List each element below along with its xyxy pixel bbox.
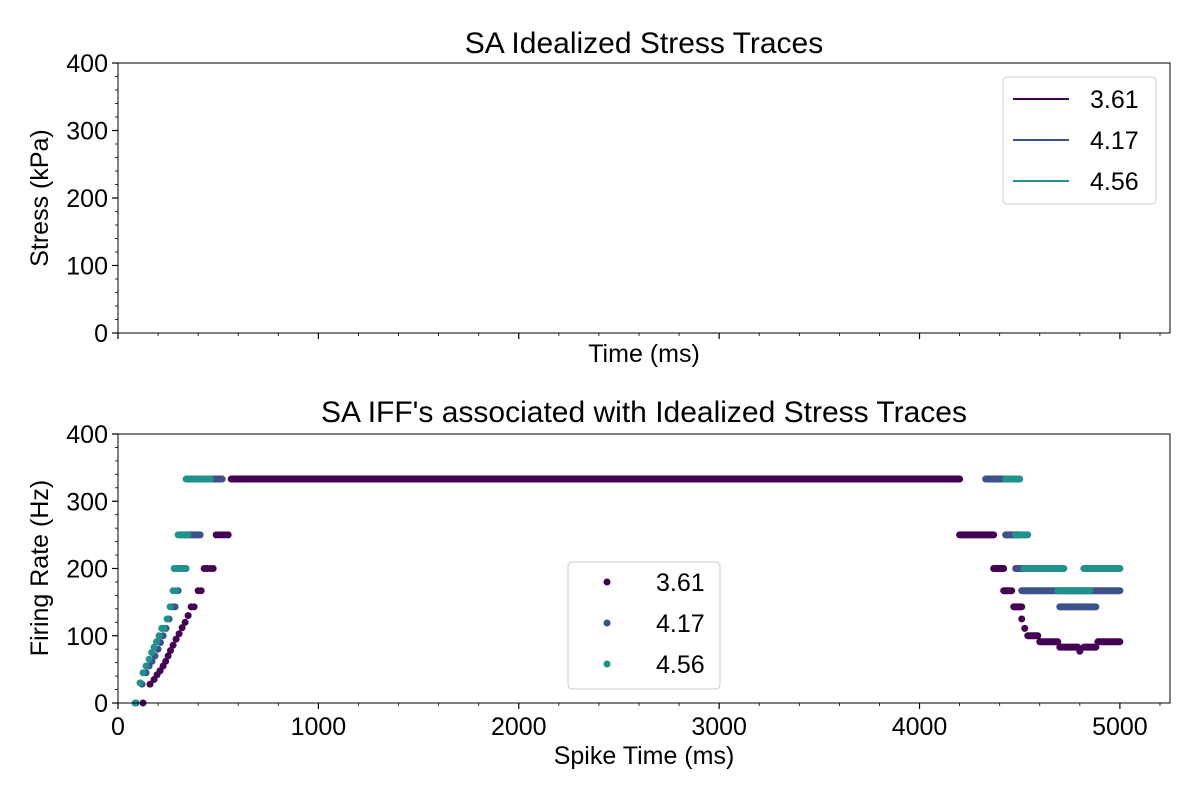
stress-chart-ytick-label: 100 xyxy=(66,253,108,281)
iff-chart-xtick-label: 5000 xyxy=(1092,713,1148,741)
iff-point xyxy=(162,657,170,665)
stress-chart: SA Idealized Stress Traces 0 100 200 300 400… xyxy=(26,27,1171,368)
iff-point xyxy=(171,603,179,611)
iff-chart-ytick-label: 300 xyxy=(66,488,108,516)
iff-chart-ylabel: Firing Rate (Hz) xyxy=(26,480,54,656)
stress-chart-xlabel: Time (ms) xyxy=(588,340,700,368)
iff-point xyxy=(166,647,174,655)
iff-point xyxy=(190,603,198,611)
iff-chart-xtick-label: 1000 xyxy=(291,713,347,741)
iff-series xyxy=(131,475,1124,707)
iff-point xyxy=(172,587,180,595)
iff-legend-label: 4.17 xyxy=(656,610,705,638)
iff-point xyxy=(152,638,160,646)
stress-chart-ytick-label: 0 xyxy=(94,320,108,348)
stress-legend-box xyxy=(1002,76,1157,205)
iff-chart-legend: 3.61 4.17 4.56 xyxy=(567,561,721,690)
iff-chart-marks xyxy=(131,475,1124,707)
stress-chart-ylabel: Stress (kPa) xyxy=(26,129,54,267)
iff-legend-label: 3.61 xyxy=(656,569,705,597)
iff-point xyxy=(145,655,153,663)
iff-point xyxy=(169,641,177,649)
iff-chart: SA IFF's associated with Idealized Stres… xyxy=(26,396,1171,770)
iff-chart-title: SA IFF's associated with Idealized Stres… xyxy=(321,396,967,429)
iff-point xyxy=(146,680,154,688)
iff-point xyxy=(1018,615,1026,623)
iff-chart-xlabel: Spike Time (ms) xyxy=(554,742,735,770)
stress-legend-label: 4.56 xyxy=(1090,168,1139,196)
stress-chart-ytick-label: 400 xyxy=(66,50,108,78)
iff-chart-ytick-label: 0 xyxy=(94,690,108,718)
iff-chart-ytick-label: 200 xyxy=(66,556,108,584)
iff-point xyxy=(172,635,180,643)
iff-point xyxy=(150,643,158,651)
stress-chart-ytick-label: 200 xyxy=(66,185,108,213)
iff-legend-swatch xyxy=(603,619,611,627)
stress-chart-legend: 3.61 4.17 4.56 xyxy=(1002,76,1157,205)
iff-point xyxy=(224,531,232,539)
iff-chart-xtick-label: 0 xyxy=(111,713,125,741)
iff-point xyxy=(1021,624,1029,632)
iff-point xyxy=(209,565,217,572)
iff-point xyxy=(163,615,171,623)
iff-legend-box xyxy=(567,561,721,690)
iff-chart-xtick-label: 2000 xyxy=(491,713,547,741)
iff-point xyxy=(175,630,183,638)
iff-point xyxy=(166,603,174,611)
stress-legend-label: 3.61 xyxy=(1090,86,1139,114)
stress-legend-label: 4.17 xyxy=(1090,127,1139,155)
iff-series xyxy=(139,475,1124,707)
iff-point xyxy=(178,624,186,632)
iff-chart-xtick-label: 3000 xyxy=(691,713,747,741)
stress-chart-ytick-label: 300 xyxy=(66,118,108,146)
iff-point xyxy=(164,652,172,660)
iff-point xyxy=(197,587,205,595)
iff-point xyxy=(155,632,163,640)
iff-point xyxy=(184,612,192,620)
stress-chart-ticks: 0 100 200 300 400 xyxy=(66,50,1161,348)
iff-point xyxy=(136,679,144,687)
iff-chart-ytick-label: 100 xyxy=(66,623,108,651)
iff-point xyxy=(148,649,156,657)
iff-chart-ytick-label: 400 xyxy=(66,421,108,449)
iff-point xyxy=(139,669,147,677)
stress-chart-title: SA Idealized Stress Traces xyxy=(465,27,824,60)
iff-point xyxy=(181,618,189,626)
iff-chart-xtick-label: 4000 xyxy=(892,713,948,741)
iff-point xyxy=(142,662,150,670)
iff-legend-swatch xyxy=(603,578,611,586)
iff-legend-swatch xyxy=(603,660,611,668)
iff-point xyxy=(160,624,168,632)
iff-legend-label: 4.56 xyxy=(656,651,705,679)
